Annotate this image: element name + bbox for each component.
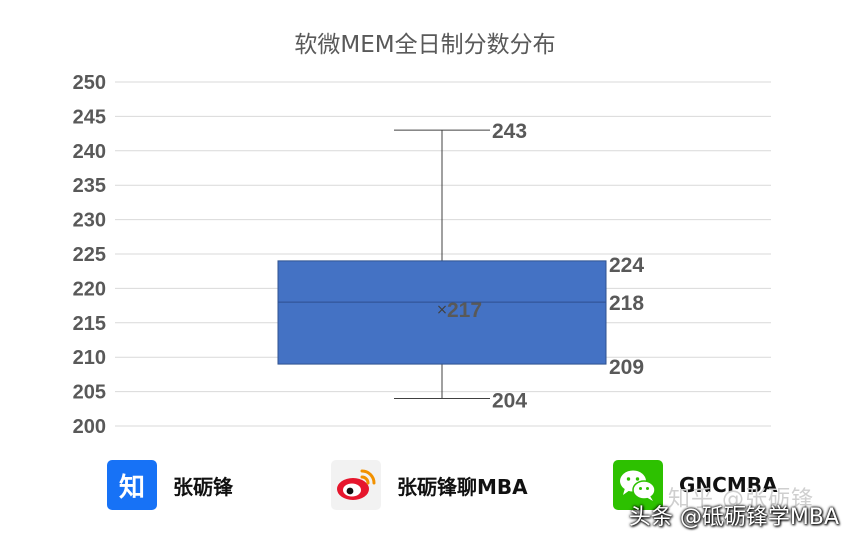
chart-title: 软微MEM全日制分数分布 — [294, 32, 555, 58]
zhihu-account-name: 张砺锋 — [173, 474, 233, 499]
y-tick-label: 225 — [73, 244, 106, 266]
wechat-icon — [613, 460, 663, 510]
q1-label: 209 — [609, 356, 644, 379]
gridlines — [115, 81, 771, 427]
weibo-icon — [331, 460, 381, 510]
y-tick-label: 250 — [73, 72, 106, 94]
y-tick-label: 235 — [73, 175, 106, 197]
zhihu-watermark: 知乎 @张砺锋 — [668, 487, 814, 512]
y-tick-label: 205 — [73, 382, 106, 404]
box-plot-chart: 软微MEM全日制分数分布 250 245 240 235 230 225 220 215 210… — [73, 32, 771, 438]
wechat-account-name: GNCMBA — [679, 473, 778, 497]
y-tick-label: 240 — [73, 141, 106, 163]
median-label: 218 — [609, 292, 644, 315]
interquartile-box — [277, 260, 607, 365]
y-tick-label: 210 — [73, 347, 106, 369]
weibo-account-name: 张砺锋聊MBA — [397, 474, 528, 499]
data-labels: 243 224 218 217 209 204 — [447, 120, 644, 412]
q3-label: 224 — [609, 254, 644, 277]
y-tick-label: 230 — [73, 210, 106, 232]
box-plot: × — [277, 129, 607, 399]
y-tick-label: 220 — [73, 278, 106, 300]
toutiao-watermark: 头条 @砥砺锋学MBA — [628, 505, 839, 530]
zhihu-icon: 知 — [107, 460, 157, 510]
mean-marker: × — [436, 302, 448, 318]
y-tick-label: 245 — [73, 106, 106, 128]
mean-label: 217 — [447, 299, 482, 322]
y-tick-label: 215 — [73, 313, 106, 335]
min-label: 204 — [492, 389, 527, 412]
wechat-account: GNCMBA — [613, 460, 777, 510]
y-tick-label: 200 — [73, 416, 106, 438]
weibo-account: 张砺锋聊MBA — [331, 460, 528, 510]
max-label: 243 — [492, 120, 527, 143]
zhihu-logo-text: 知 — [118, 472, 145, 503]
y-axis-ticks: 250 245 240 235 230 225 220 215 210 205 200 — [73, 72, 106, 438]
footer: 知 张砺锋 张砺锋聊MBA — [0, 455, 849, 536]
zhihu-account: 知 张砺锋 — [107, 460, 233, 510]
